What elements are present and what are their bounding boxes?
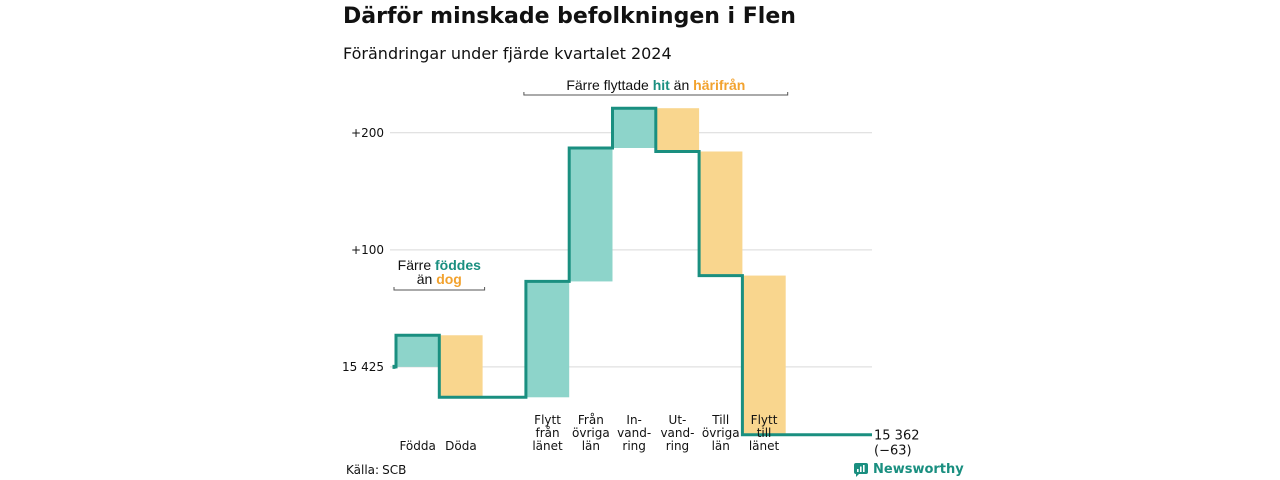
decrease-bar: [655, 108, 700, 152]
x-axis-label: till: [757, 426, 772, 440]
annotation-bracket: [393, 287, 486, 291]
y-tick-label: +200: [351, 126, 384, 140]
y-tick-label: +100: [351, 243, 384, 257]
x-axis-label: vand-: [617, 426, 651, 440]
x-axis-label: Födda: [399, 439, 435, 453]
running-total-path: [394, 106, 872, 437]
annotation-births-line1: Färre föddes: [398, 257, 481, 273]
chart-title: Därför minskade befolkningen i Flen: [343, 4, 796, 29]
x-axis-label: länet: [749, 439, 780, 453]
x-axis-label: Döda: [445, 439, 477, 453]
annotation-fragment: härifrån: [693, 77, 745, 93]
source-label: Källa:: [346, 463, 380, 477]
running-total-line: [392, 106, 872, 437]
x-axis-label: län: [582, 439, 600, 453]
bars: [396, 108, 786, 435]
annotation-fragment: Färre flyttade: [566, 77, 652, 93]
annotation-fragment: hit: [653, 77, 670, 93]
x-axis-label: övriga: [702, 426, 740, 440]
y-axis-ticks: 15 425 +100 +200: [342, 126, 384, 374]
x-axis-label: övriga: [572, 426, 610, 440]
annotation-fragment: föddes: [435, 257, 481, 273]
annotation-fragment: Färre: [398, 257, 435, 273]
increase-bar: [612, 108, 656, 148]
end-value-labels: 15 362(−63): [874, 429, 920, 459]
end-value-label: 15 362: [874, 429, 920, 444]
annotation-bracket: [523, 92, 789, 96]
x-axis-label: ring: [622, 439, 646, 453]
decrease-bar: [742, 275, 786, 435]
increase-bar: [396, 335, 440, 367]
annotation-births-line2: än dog: [417, 271, 462, 287]
brand-logo: Newsworthy: [854, 462, 964, 477]
x-axis-label: ring: [666, 439, 690, 453]
x-axis-label: Ut-: [669, 413, 687, 427]
annotation-fragment: än: [670, 77, 693, 93]
brand-name: Newsworthy: [873, 462, 964, 477]
x-axis-label: Flytt: [751, 413, 778, 427]
x-axis-label: från: [535, 426, 559, 440]
bar-chart-icon: [854, 462, 868, 477]
x-axis-label: vand-: [660, 426, 694, 440]
increase-bar: [569, 147, 613, 282]
x-axis-label: länet: [532, 439, 563, 453]
increase-bar: [525, 281, 570, 398]
source-note: Källa: SCB: [343, 463, 406, 477]
y-tick-label: 15 425: [342, 360, 384, 374]
end-change-label: (−63): [874, 444, 912, 459]
chart-subtitle: Förändringar under fjärde kvartalet 2024: [343, 44, 672, 63]
annotation-migration: Färre flyttade hit än härifrån: [566, 77, 745, 93]
gridlines: [390, 132, 872, 368]
x-axis-labels: Födda DödaFlyttfrånlänetFrånövrigalänIn-v…: [399, 413, 779, 453]
x-axis-label: län: [712, 439, 730, 453]
x-axis-label: Till: [711, 413, 729, 427]
decrease-bar: [439, 335, 483, 398]
decrease-bar: [699, 151, 743, 276]
annotation-fragment: dog: [436, 271, 462, 287]
source-value: SCB: [382, 463, 407, 477]
x-axis-label: In-: [626, 413, 641, 427]
x-axis-label: Från: [578, 413, 604, 427]
annotation-fragment: än: [417, 271, 436, 287]
x-axis-label: Flytt: [534, 413, 561, 427]
